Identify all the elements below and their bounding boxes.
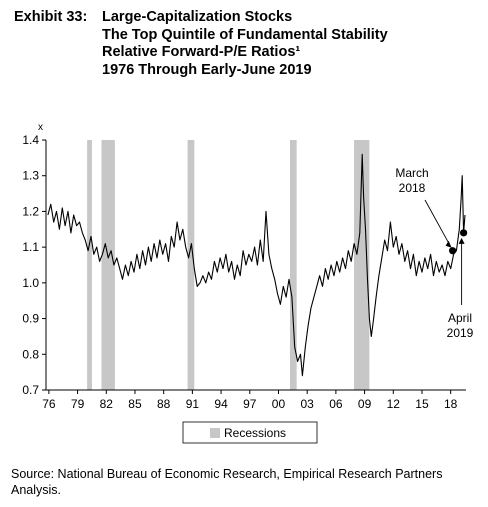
x-tick-label-12: 12 [387, 397, 401, 411]
marker-april-2019 [460, 229, 468, 237]
legend-swatch [210, 428, 220, 438]
y-tick-label-3: 1.1 [22, 240, 39, 254]
source-note: Source: National Bureau of Economic Rese… [11, 467, 443, 497]
x-tick-label-7: 97 [243, 397, 257, 411]
series-line-0 [47, 153, 466, 377]
x-tick-label-10: 06 [329, 397, 343, 411]
x-tick-label-2: 82 [100, 397, 114, 411]
exhibit-label: Exhibit 33: [14, 9, 88, 25]
recession-band-4 [354, 140, 370, 390]
title-line-1: Large-Capitalization Stocks [102, 9, 293, 25]
chart-title: Exhibit 33: Large-Capitalization Stocks … [14, 9, 388, 79]
x-tick-label-0: 76 [42, 397, 56, 411]
y-tick-label-1: 1.3 [22, 169, 39, 183]
annotation-march-label: March [395, 166, 428, 180]
annotation-march-arrowhead [445, 240, 452, 248]
marker-march-2018 [449, 247, 457, 255]
x-tick-label-6: 94 [214, 397, 228, 411]
y-tick-label-0: 1.4 [22, 133, 39, 147]
x-tick-label-14: 18 [444, 397, 458, 411]
recession-band-0 [87, 140, 92, 390]
annotation-april-arrowhead [458, 237, 465, 244]
y-tick-label-7: 0.7 [22, 383, 39, 397]
x-tick-label-8: 00 [272, 397, 286, 411]
title-line-2: The Top Quintile of Fundamental Stabilit… [102, 26, 388, 43]
title-line-4: 1976 Through Early-June 2019 [102, 61, 312, 78]
y-unit-label: x [38, 122, 43, 133]
legend-label: Recessions [224, 426, 286, 440]
x-tick-label-9: 03 [301, 397, 315, 411]
title-line-3: Relative Forward-P/E Ratios¹ [102, 44, 301, 60]
y-tick-label-6: 0.8 [22, 347, 39, 361]
recession-band-1 [101, 140, 115, 390]
annotation-april-label: April [448, 311, 472, 325]
x-tick-label-1: 79 [71, 397, 85, 411]
y-tick-label-5: 0.9 [22, 312, 39, 326]
annotation-2019-label: 2019 [447, 326, 474, 340]
annotation-march-arrow [424, 199, 451, 245]
y-tick-label-2: 1.2 [22, 204, 39, 218]
y-tick-label-4: 1.0 [22, 276, 39, 290]
recession-band-3 [289, 140, 297, 390]
x-tick-label-3: 85 [128, 397, 142, 411]
x-tick-label-11: 09 [358, 397, 372, 411]
x-tick-label-13: 15 [415, 397, 429, 411]
x-tick-label-5: 91 [186, 397, 200, 411]
recession-band-2 [187, 140, 195, 390]
annotation-2018-label: 2018 [399, 181, 426, 195]
x-tick-label-4: 88 [157, 397, 171, 411]
